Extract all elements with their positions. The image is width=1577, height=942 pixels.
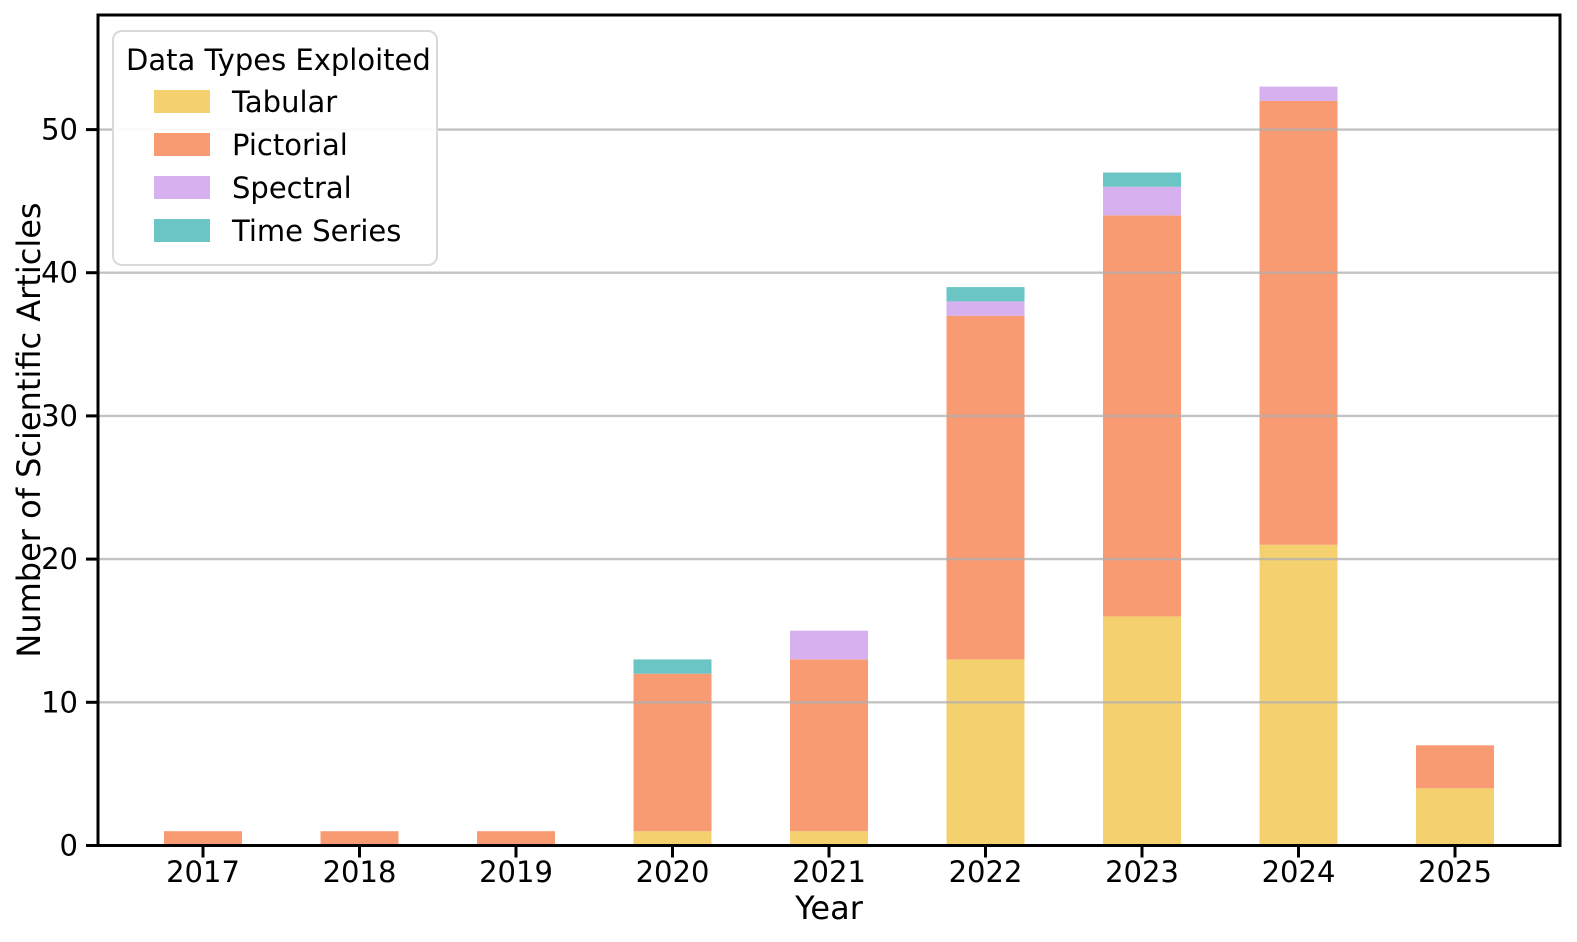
x-tick-label-2023: 2023 [1105, 855, 1179, 889]
bar-segment-2020-pictorial [633, 673, 712, 832]
x-tick-label-2018: 2018 [323, 855, 397, 889]
legend-swatch-icon [154, 176, 210, 199]
legend-item-pictorial: Pictorial [126, 123, 424, 166]
y-tick-label-30: 30 [41, 399, 78, 433]
x-tick-label-2020: 2020 [636, 855, 710, 889]
x-tick-label-2021: 2021 [792, 855, 866, 889]
legend-title: Data Types Exploited [126, 43, 431, 77]
legend-swatch-icon [154, 90, 210, 113]
bar-segment-2024-spectral [1259, 86, 1338, 101]
axes-layer [86, 13, 1562, 858]
bar-segment-2022-spectral [946, 301, 1025, 316]
bar-segment-2018-pictorial [320, 831, 399, 846]
bar-segment-2021-spectral [790, 630, 868, 660]
bar-segment-2023-spectral [1103, 186, 1181, 216]
bar-segment-2023-time-series [1103, 172, 1181, 187]
y-tick-label-50: 50 [41, 113, 78, 147]
y-tick-label-20: 20 [41, 542, 78, 576]
bar-segment-2023-tabular [1103, 616, 1181, 846]
y-tick-label-10: 10 [41, 685, 78, 719]
bar-segment-2022-tabular [946, 659, 1025, 846]
x-tick-label-2024: 2024 [1262, 855, 1336, 889]
y-tick-label-0: 0 [60, 829, 78, 863]
bar-segment-2021-pictorial [790, 659, 868, 832]
bar-segment-2024-tabular [1259, 544, 1338, 846]
legend: Data Types Exploited Tabular Pictorial Spe… [112, 30, 438, 266]
bars-layer [164, 86, 1494, 846]
y-tick-label-40: 40 [41, 256, 78, 290]
bar-segment-2022-time-series [946, 287, 1025, 302]
legend-item-spectral: Spectral [126, 166, 424, 209]
legend-label: Tabular [232, 84, 338, 119]
tick-label-layer: 0 10 20 30 40 50 2017 2018 2019 2020 2021 2022 2023 2… [41, 113, 1492, 889]
legend-item-tabular: Tabular [126, 80, 424, 123]
legend-item-time-series: Time Series [126, 209, 424, 252]
legend-swatch-icon [154, 219, 210, 242]
bar-segment-2019-pictorial [477, 831, 555, 846]
bar-segment-2020-tabular [633, 831, 712, 846]
bar-segment-2017-pictorial [164, 831, 242, 846]
x-axis-label: Year [794, 889, 864, 927]
x-tick-label-2019: 2019 [479, 855, 553, 889]
bar-segment-2025-tabular [1416, 788, 1494, 846]
bar-segment-2021-tabular [790, 831, 868, 846]
legend-label: Time Series [232, 213, 402, 248]
bar-segment-2025-pictorial [1416, 745, 1494, 789]
x-tick-label-2017: 2017 [166, 855, 240, 889]
x-tick-label-2022: 2022 [949, 855, 1023, 889]
y-axis-label: Number of Scientific Articles [10, 202, 48, 657]
bar-segment-2024-pictorial [1259, 100, 1338, 545]
legend-label: Spectral [232, 170, 352, 205]
bar-segment-2020-time-series [633, 659, 712, 674]
legend-swatch-icon [154, 133, 210, 156]
legend-label: Pictorial [232, 127, 348, 162]
legend-items: Tabular Pictorial Spectral Time Series [126, 80, 424, 252]
bar-segment-2022-pictorial [946, 315, 1025, 660]
x-tick-label-2025: 2025 [1418, 855, 1492, 889]
